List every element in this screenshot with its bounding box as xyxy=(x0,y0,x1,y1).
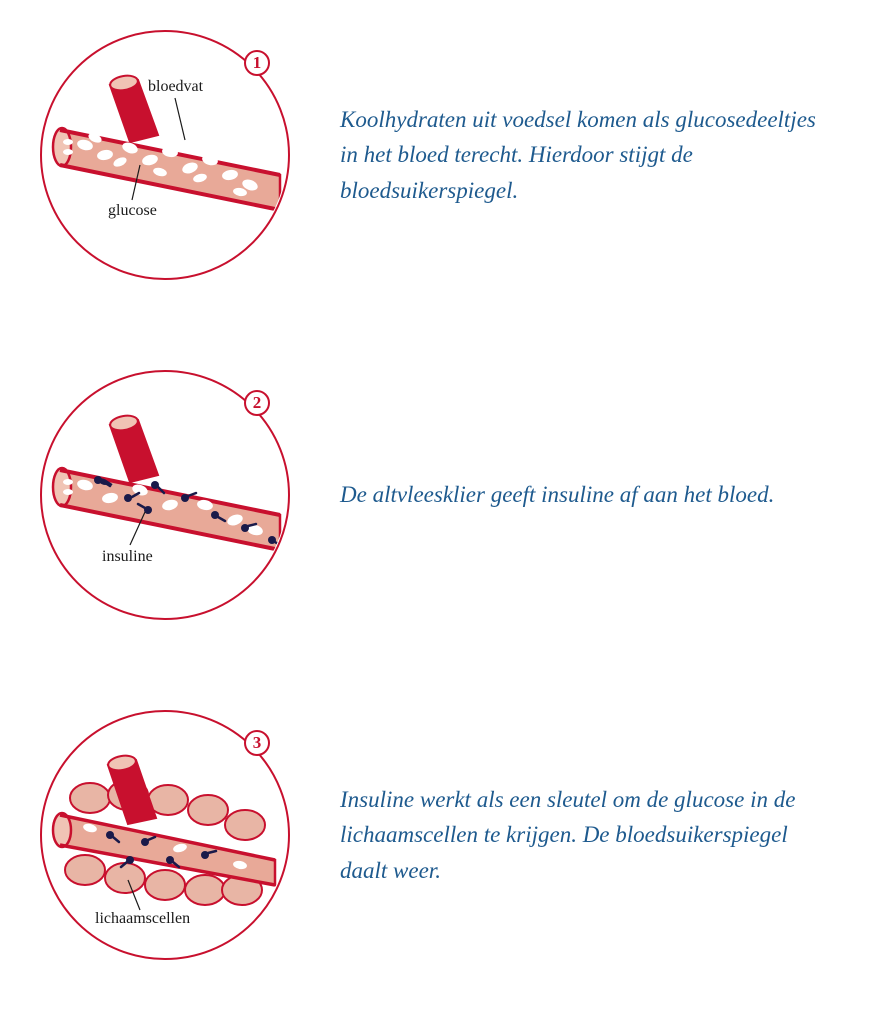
step-number-badge: 1 xyxy=(244,50,270,76)
diagram-circle-3: lichaamscellen 3 xyxy=(40,710,290,960)
step-description: De altvleesklier geeft insuline af aan h… xyxy=(340,477,774,513)
step-3: lichaamscellen 3 Insuline werkt als een … xyxy=(40,710,840,960)
label-glucose: glucose xyxy=(108,202,157,220)
label-bloedvat: bloedvat xyxy=(148,78,203,96)
step-2: insuline 2 De altvleesklier geeft insuli… xyxy=(40,370,840,620)
label-lichaamscellen: lichaamscellen xyxy=(95,910,190,928)
step-1: bloedvat glucose 1 Koolhydraten uit voed… xyxy=(40,30,840,280)
step-description: Insuline werkt als een sleutel om de glu… xyxy=(340,782,820,889)
diagram-circle-1: bloedvat glucose 1 xyxy=(40,30,290,280)
label-insuline: insuline xyxy=(102,548,153,566)
step-description: Koolhydraten uit voedsel komen als gluco… xyxy=(340,102,820,209)
step-number-badge: 2 xyxy=(244,390,270,416)
diagram-circle-2: insuline 2 xyxy=(40,370,290,620)
step-number-badge: 3 xyxy=(244,730,270,756)
